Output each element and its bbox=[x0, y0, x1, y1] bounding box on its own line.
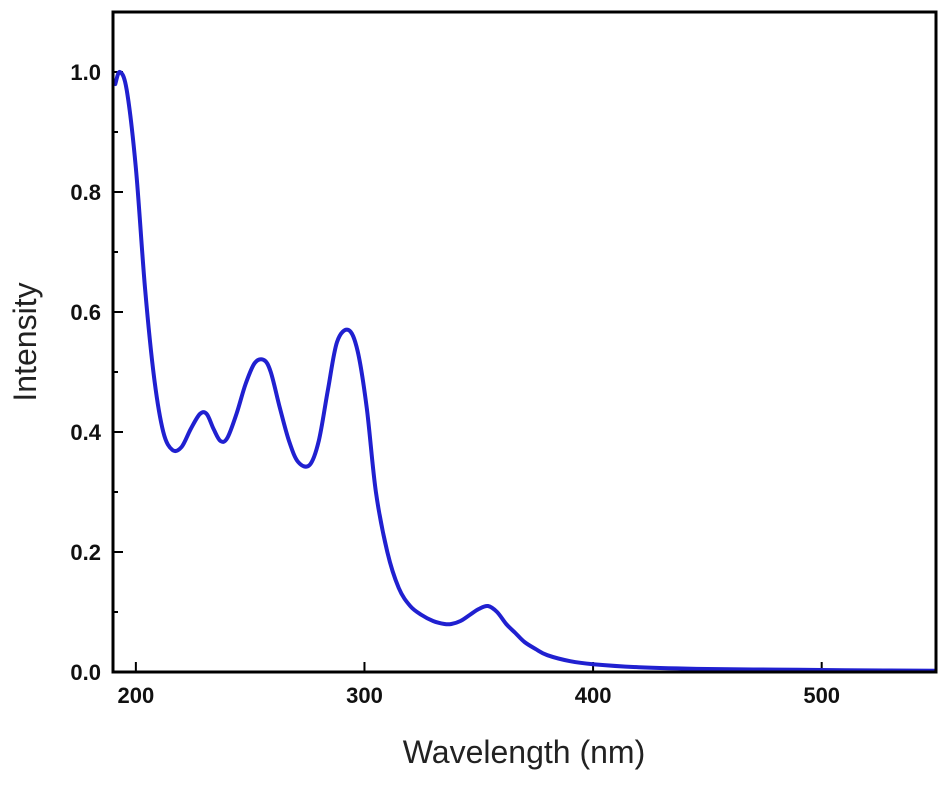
y-axis-title: Intensity bbox=[7, 282, 43, 401]
y-tick-label: 0.0 bbox=[70, 660, 101, 685]
y-tick-label: 0.6 bbox=[70, 300, 101, 325]
x-tick-label: 400 bbox=[575, 683, 612, 708]
y-tick-label: 0.8 bbox=[70, 180, 101, 205]
x-tick-label: 300 bbox=[346, 683, 383, 708]
series-layer bbox=[113, 69, 936, 672]
series-line bbox=[113, 69, 936, 672]
x-tick-label: 500 bbox=[803, 683, 840, 708]
x-tick-label: 200 bbox=[118, 683, 155, 708]
labels-layer: 200 300 400 500 0.0 0.2 0.4 0.6 0.8 1.0 bbox=[70, 60, 840, 708]
y-tick-label: 0.2 bbox=[70, 540, 101, 565]
x-axis-title: Wavelength (nm) bbox=[403, 734, 645, 770]
y-tick-label: 1.0 bbox=[70, 60, 101, 85]
y-tick-label: 0.4 bbox=[70, 420, 101, 445]
plot-frame bbox=[111, 10, 938, 674]
ticks-layer bbox=[113, 71, 823, 673]
